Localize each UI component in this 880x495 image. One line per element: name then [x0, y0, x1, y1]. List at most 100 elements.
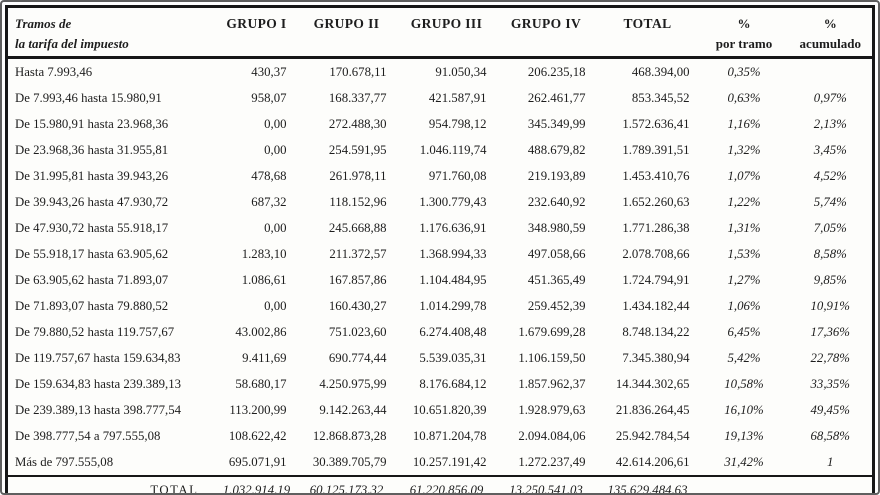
table-row: De 119.757,67 hasta 159.634,83 9.411,69 69… — [7, 345, 874, 371]
value-cell: 1.272.237,49 — [518, 455, 586, 469]
header-pct-tramo-label: por tramo — [715, 36, 773, 51]
header-pct-tramo: % por tramo — [699, 6, 789, 59]
value-cell: 167.857,86 — [328, 273, 387, 287]
value-cell: 118.152,96 — [329, 195, 387, 209]
value-cell: 958,07 — [251, 91, 287, 105]
pct-acum-cell: 8,58% — [813, 247, 847, 261]
value-cell: 468.394,00 — [631, 65, 690, 79]
value-cell: 1.434.182,44 — [622, 299, 690, 313]
value-cell: 58.680,17 — [235, 377, 287, 391]
tax-tariff-table-container: Tramos de la tarifa del impuesto GRUPO I… — [5, 5, 875, 495]
value-cell: 10.871.204,78 — [412, 429, 487, 443]
table-row: De 31.995,81 hasta 39.943,26 478,68 261.97… — [7, 163, 874, 189]
value-cell: 451.365,49 — [527, 273, 586, 287]
value-cell: 113.200,99 — [229, 403, 287, 417]
value-cell: 1.857.962,37 — [518, 377, 586, 391]
value-cell: 1.300.779,43 — [419, 195, 487, 209]
pct-tramo-cell: 0,63% — [727, 91, 761, 105]
table-row: De 7.993,46 hasta 15.980,91 958,07 168.337… — [7, 85, 874, 111]
value-cell: 430,37 — [251, 65, 287, 79]
pct-tramo-cell: 0,35% — [727, 65, 761, 79]
header-total: TOTAL — [595, 6, 700, 59]
row-label: De 23.968,36 hasta 31.955,81 — [15, 143, 169, 157]
table-row: De 55.918,17 hasta 63.905,62 1.283,10 211.… — [7, 241, 874, 267]
value-cell: 421.587,91 — [428, 91, 487, 105]
value-cell: 1.679.699,28 — [518, 325, 586, 339]
value-cell: 1.928.979,63 — [518, 403, 586, 417]
value-cell: 2.078.708,66 — [622, 247, 690, 261]
value-cell: 7.345.380,94 — [622, 351, 690, 365]
pct-tramo-cell: 5,42% — [727, 351, 761, 365]
pct-acum-cell: 68,58% — [810, 429, 850, 443]
header-tramos-line1: Tramos de — [15, 16, 72, 31]
empty-cell — [699, 475, 789, 495]
value-cell: 1.106.159,50 — [518, 351, 586, 365]
pct-acum-cell: 3,45% — [813, 143, 847, 157]
pct-acum-cell: 5,74% — [813, 195, 847, 209]
tax-tariff-table: Tramos de la tarifa del impuesto GRUPO I… — [5, 5, 875, 495]
value-cell: 497.058,66 — [527, 247, 586, 261]
row-label: De 119.757,67 hasta 159.634,83 — [15, 351, 181, 365]
value-cell: 8.176.684,12 — [419, 377, 487, 391]
total-value-cell: 61.220.856,09 — [396, 475, 497, 495]
pct-tramo-cell: 1,22% — [727, 195, 761, 209]
value-cell: 345.349,99 — [527, 117, 586, 131]
header-grupo-3: GRUPO III — [396, 6, 497, 59]
header-grupo-4-label: GRUPO IV — [510, 16, 582, 31]
value-cell: 259.452,39 — [527, 299, 586, 313]
row-label: De 47.930,72 hasta 55.918,17 — [15, 221, 169, 235]
header-spacer — [596, 35, 700, 53]
value-cell: 262.461,77 — [527, 91, 586, 105]
pct-acum-cell: 2,13% — [813, 117, 847, 131]
header-total-label: TOTAL — [623, 16, 672, 31]
header-grupo-1: GRUPO I — [216, 6, 297, 59]
value-cell: 9.411,69 — [242, 351, 287, 365]
pct-tramo-cell: 1,32% — [727, 143, 761, 157]
value-cell: 168.337,77 — [328, 91, 387, 105]
value-cell: 2.094.084,06 — [518, 429, 586, 443]
value-cell: 751.023,60 — [328, 325, 387, 339]
value-cell: 687,32 — [251, 195, 287, 209]
pct-acum-cell: 49,45% — [810, 403, 850, 417]
row-label: De 79.880,52 hasta 119.757,67 — [15, 325, 175, 339]
pct-tramo-cell: 19,13% — [724, 429, 764, 443]
value-cell: 25.942.784,54 — [615, 429, 690, 443]
row-label: De 39.943,26 hasta 47.930,72 — [15, 195, 169, 209]
pct-tramo-cell: 1,06% — [727, 299, 761, 313]
header-grupo-4: GRUPO IV — [496, 6, 596, 59]
value-cell: 108.622,42 — [228, 429, 287, 443]
pct-acum-cell: 7,05% — [813, 221, 847, 235]
header-spacer — [297, 35, 397, 53]
total-value-cell: 13.250.541,03 — [496, 475, 596, 495]
header-tramos-line2: la tarifa del impuesto — [15, 36, 129, 51]
row-label: De 239.389,13 hasta 398.777,54 — [15, 403, 181, 417]
value-cell: 1.453.410,76 — [622, 169, 690, 183]
header-grupo-2: GRUPO II — [296, 6, 397, 59]
value-cell: 30.389.705,79 — [312, 455, 387, 469]
value-cell: 245.668,88 — [328, 221, 387, 235]
pct-tramo-cell: 16,10% — [724, 403, 764, 417]
value-cell: 0,00 — [264, 299, 287, 313]
value-cell: 8.748.134,22 — [622, 325, 690, 339]
value-cell: 254.591,95 — [328, 143, 387, 157]
pct-acum-cell: 22,78% — [810, 351, 850, 365]
empty-cell — [788, 475, 874, 495]
pct-tramo-cell: 31,42% — [724, 455, 764, 469]
value-cell: 1.014.299,78 — [419, 299, 487, 313]
value-cell: 211.372,57 — [329, 247, 387, 261]
pct-tramo-cell: 1,53% — [727, 247, 761, 261]
header-pct-tramo-symbol: % — [737, 16, 751, 31]
pct-tramo-cell: 1,07% — [727, 169, 761, 183]
value-cell: 1.724.794,91 — [622, 273, 690, 287]
header-pct-acum: % acumulado — [788, 6, 874, 59]
header-spacer — [497, 35, 596, 53]
total-value-cell: 135.629.484,63 — [595, 475, 700, 495]
value-cell: 1.283,10 — [241, 247, 287, 261]
header-tramos: Tramos de la tarifa del impuesto — [6, 6, 217, 59]
header-grupo-2-label: GRUPO II — [313, 16, 380, 31]
total-value-cell: 1.032.914,19 — [216, 475, 297, 495]
table-footer: TOTAL 1.032.914,19 60.125.173,32 61.220.856… — [6, 475, 874, 495]
total-row: TOTAL 1.032.914,19 60.125.173,32 61.220.856… — [6, 475, 874, 495]
value-cell: 6.274.408,48 — [419, 325, 487, 339]
row-label: De 63.905,62 hasta 71.893,07 — [15, 273, 169, 287]
